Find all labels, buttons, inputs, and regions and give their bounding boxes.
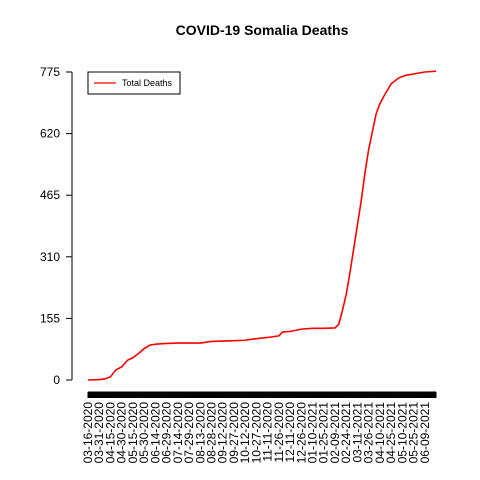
x-tick-label: 08-28-2020 [204, 402, 218, 464]
series-layer [87, 70, 437, 381]
x-tick-label: 08-13-2020 [193, 402, 207, 464]
x-tick-label: 06-29-2020 [160, 402, 174, 464]
x-tick-label: 12-26-2020 [294, 402, 308, 464]
x-tick-label: 12-11-2020 [283, 402, 297, 463]
x-tick-label: 04-10-2021 [373, 402, 387, 464]
x-tick-label: 04-15-2020 [103, 402, 117, 464]
x-tick-label: 06-14-2020 [148, 402, 162, 464]
x-tick-label: 03-26-2021 [362, 402, 376, 464]
y-tick-label: 775 [40, 65, 60, 79]
x-tick-label: 05-10-2021 [395, 402, 409, 464]
x-tick-label: 11-11-2020 [261, 402, 275, 462]
x-tick-label: 06-09-2021 [418, 402, 432, 464]
x-tick-label: 02-24-2021 [339, 402, 353, 464]
x-tick-label: 11-26-2020 [272, 402, 286, 463]
x-tick-label: 07-14-2020 [171, 402, 185, 464]
x-tick-label: 01-10-2021 [306, 402, 320, 464]
y-axis: 0 155 310 465 620 775 [40, 65, 73, 387]
series-line-total-deaths [87, 70, 437, 381]
y-tick-label: 465 [40, 188, 60, 202]
x-tick-label: 05-15-2020 [126, 402, 140, 464]
x-tick-label: 04-30-2020 [115, 402, 129, 464]
legend: Total Deaths [87, 71, 181, 95]
x-tick-label: 10-12-2020 [238, 402, 252, 464]
x-tick-label: 03-11-2021 [350, 402, 364, 463]
x-tick-label: 09-12-2020 [216, 402, 230, 464]
x-tick-label: 02-09-2021 [328, 402, 342, 464]
x-tick-label: 03-31-2020 [92, 402, 106, 464]
legend-label: Total Deaths [122, 78, 173, 88]
y-tick-label: 155 [40, 311, 60, 325]
x-tick-label: 09-27-2020 [227, 402, 241, 464]
x-tick-label: 05-30-2020 [137, 402, 151, 464]
x-tick-label: 07-29-2020 [182, 402, 196, 464]
y-tick-label: 620 [40, 127, 60, 141]
legend-box [87, 71, 181, 95]
y-tick-label: 310 [40, 250, 60, 264]
x-tick-label: 05-25-2021 [407, 402, 421, 464]
x-axis: 03-16-202003-31-202004-15-202004-30-2020… [81, 391, 437, 464]
y-tick-label: 0 [53, 373, 60, 387]
x-tick-label: 01-25-2021 [317, 402, 331, 464]
x-tick-label: 03-16-2020 [81, 402, 95, 464]
x-tick-label: 10-27-2020 [249, 402, 263, 464]
chart-title: COVID-19 Somalia Deaths [176, 22, 349, 38]
x-tick-label: 04-25-2021 [384, 402, 398, 464]
